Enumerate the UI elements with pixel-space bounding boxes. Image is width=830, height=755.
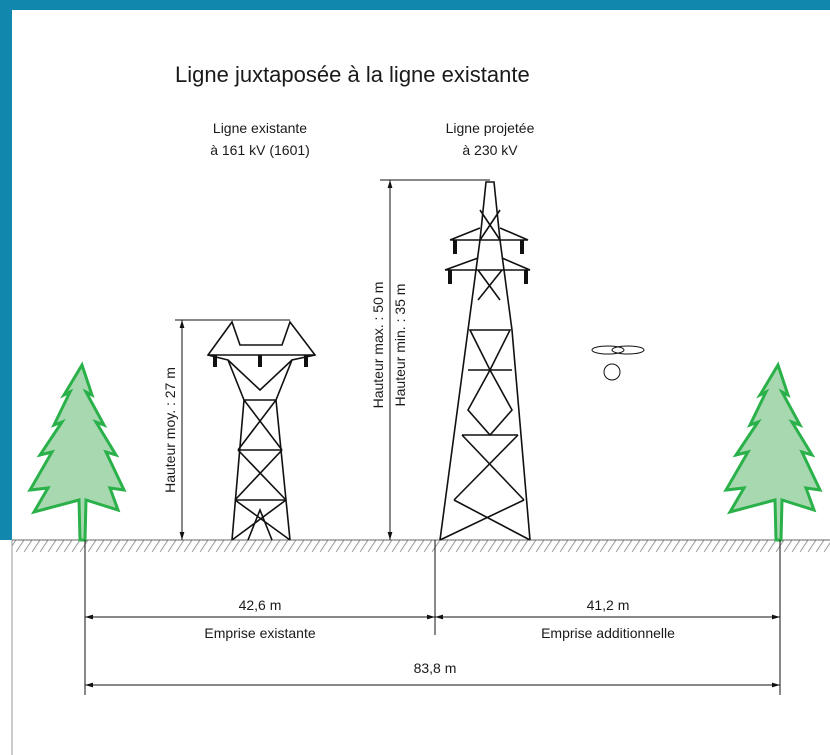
width-label: 83,8 m bbox=[414, 660, 457, 676]
frame-top bbox=[0, 0, 830, 10]
label: Ligne projetée bbox=[446, 120, 535, 136]
label: à 161 kV (1601) bbox=[210, 142, 310, 158]
height-label: Hauteur min. : 35 m bbox=[392, 284, 408, 407]
ground bbox=[12, 540, 830, 552]
width-label: Emprise additionnelle bbox=[541, 625, 675, 641]
icon bbox=[591, 345, 645, 381]
frame-left bbox=[0, 0, 12, 540]
dimension bbox=[84, 179, 781, 695]
width-label: 41,2 m bbox=[587, 597, 630, 613]
projected-tower bbox=[439, 181, 531, 541]
width-label: Emprise existante bbox=[204, 625, 315, 641]
label: à 230 kV bbox=[462, 142, 518, 158]
height-label: Hauteur max. : 50 m bbox=[370, 282, 386, 409]
label: Ligne existante bbox=[213, 120, 307, 136]
tree bbox=[27, 361, 127, 542]
tree bbox=[723, 361, 823, 542]
width-label: 42,6 m bbox=[239, 597, 282, 613]
title: Ligne juxtaposée à la ligne existante bbox=[175, 62, 530, 87]
existing-tower bbox=[206, 320, 317, 541]
height-label: Hauteur moy. : 27 m bbox=[162, 367, 178, 493]
